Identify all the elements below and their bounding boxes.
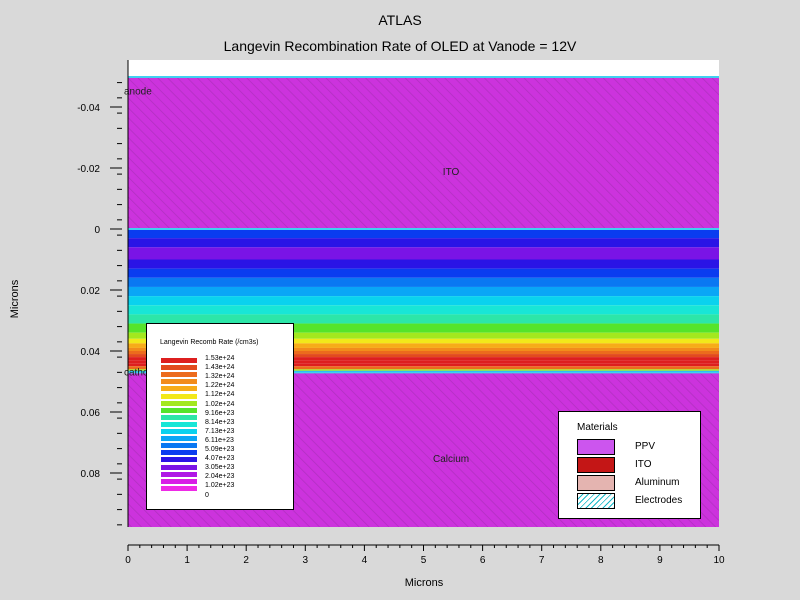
colorbar-swatch <box>161 443 197 449</box>
x-tick-label: 2 <box>243 555 249 566</box>
colorbar-swatch <box>161 393 197 399</box>
colorbar-swatch <box>161 436 197 442</box>
rate-band <box>128 277 719 287</box>
rate-band <box>128 338 719 344</box>
colorbar-swatch <box>161 471 197 477</box>
rate-band <box>128 360 719 364</box>
electrode-label-cathode: cathode <box>124 367 160 378</box>
colorbar-label: 5.09e+23 <box>205 446 235 453</box>
y-tick-label: 0.06 <box>81 408 101 419</box>
y-tick-label: 0.04 <box>81 347 101 358</box>
colorbar-swatch <box>161 457 197 463</box>
rate-band <box>128 314 719 324</box>
colorbar-label: 7.13e+23 <box>205 427 235 435</box>
material-swatch-ppv <box>577 439 615 455</box>
material-label-electrodes: Electrodes <box>635 495 683 506</box>
rate-band <box>128 247 719 260</box>
colorbar-label: 2.04e+23 <box>205 473 235 481</box>
colorbar-swatch <box>161 379 197 385</box>
colorbar-label: 8.14e+23 <box>205 418 235 426</box>
material-swatch-ito <box>577 457 615 473</box>
x-tick-label: 7 <box>539 555 545 566</box>
colorbar-label: 3.05e+23 <box>205 464 235 472</box>
rate-band <box>128 343 719 348</box>
material-swatch-aluminum <box>577 475 615 491</box>
rate-band <box>128 268 719 278</box>
x-tick-label: 4 <box>362 555 368 566</box>
x-tick-label: 6 <box>480 555 486 566</box>
chart-title: ATLAS <box>378 12 422 28</box>
x-tick-label: 3 <box>303 555 309 566</box>
y-tick-label: -0.02 <box>77 164 100 175</box>
x-tick-label: 9 <box>657 555 663 566</box>
colorbar-label: 0 <box>205 491 209 499</box>
rate-band <box>128 296 719 306</box>
material-label-ppv: PPV <box>635 441 656 452</box>
rate-band <box>128 305 719 315</box>
rate-band <box>128 369 719 371</box>
materials-legend-title: Materials <box>577 422 618 433</box>
colorbar-swatch <box>161 358 197 363</box>
chart-subtitle: Langevin Recombination Rate of OLED at V… <box>223 38 577 54</box>
colorbar-swatch <box>161 485 197 491</box>
rate-band <box>128 351 719 355</box>
x-tick-label: 1 <box>184 555 190 566</box>
colorbar-title: Langevin Recomb Rate (/cm3s) <box>160 339 259 346</box>
colorbar-swatch <box>161 464 197 470</box>
colorbar-swatch <box>161 400 197 406</box>
colorbar-label: 1.22e+24 <box>205 382 235 390</box>
rate-band <box>128 323 719 333</box>
colorbar-legend: Langevin Recomb Rate (/cm3s) 1.53e+24 1.4… <box>146 323 294 510</box>
rate-band <box>128 238 719 248</box>
x-tick-label: 5 <box>421 555 427 566</box>
rate-band <box>128 357 719 361</box>
colorbar-label: 1.02e+23 <box>205 482 235 490</box>
rate-band <box>128 347 719 351</box>
rate-band <box>128 366 719 370</box>
region-ito <box>128 76 719 229</box>
colorbar-swatch <box>161 421 197 427</box>
colorbar-label: 9.16e+23 <box>205 409 235 417</box>
rate-band <box>128 229 719 239</box>
colorbar-swatch <box>161 372 197 378</box>
y-tick-label: 0.08 <box>81 469 101 480</box>
region-label-calcium: Calcium <box>433 454 469 465</box>
electrode-label-anode: anode <box>124 87 152 98</box>
colorbar-swatch <box>161 429 197 434</box>
x-tick-label: 8 <box>598 555 604 566</box>
material-swatch-electrodes <box>577 493 615 509</box>
colorbar-swatch <box>161 478 197 484</box>
colorbar-label: 1.12e+24 <box>205 391 235 399</box>
colorbar-label: 1.53e+24 <box>205 355 235 362</box>
materials-legend: Materials PPV ITO Aluminum Electrodes <box>558 411 701 519</box>
rate-band <box>128 354 719 358</box>
y-tick-label: 0 <box>94 225 100 236</box>
colorbar-swatch <box>161 450 197 456</box>
x-axis-label: Microns <box>404 577 444 589</box>
rate-band <box>128 286 719 297</box>
colorbar-swatch <box>161 365 197 371</box>
rate-band <box>128 363 719 367</box>
material-label-aluminum: Aluminum <box>635 477 680 488</box>
rate-band <box>128 259 719 269</box>
x-tick-label: 10 <box>713 555 725 566</box>
region-label-ito: ITO <box>443 167 460 178</box>
x-tick-label: 0 <box>125 555 131 566</box>
colorbar-label: 1.32e+24 <box>205 373 235 381</box>
colorbar-label: 4.07e+23 <box>205 455 235 463</box>
colorbar-swatch <box>161 407 197 413</box>
colorbar-swatch <box>161 414 197 420</box>
rate-band <box>128 332 719 339</box>
colorbar-label: 6.11e+23 <box>205 436 234 444</box>
y-tick-label: 0.02 <box>81 286 101 297</box>
colorbar-label: 1.02e+24 <box>205 400 235 408</box>
y-axis-label: Microns <box>9 279 21 319</box>
colorbar-label: 1.43e+24 <box>205 364 235 372</box>
y-tick-label: -0.04 <box>77 103 100 114</box>
material-label-ito: ITO <box>635 459 652 470</box>
colorbar-swatch <box>161 386 197 392</box>
